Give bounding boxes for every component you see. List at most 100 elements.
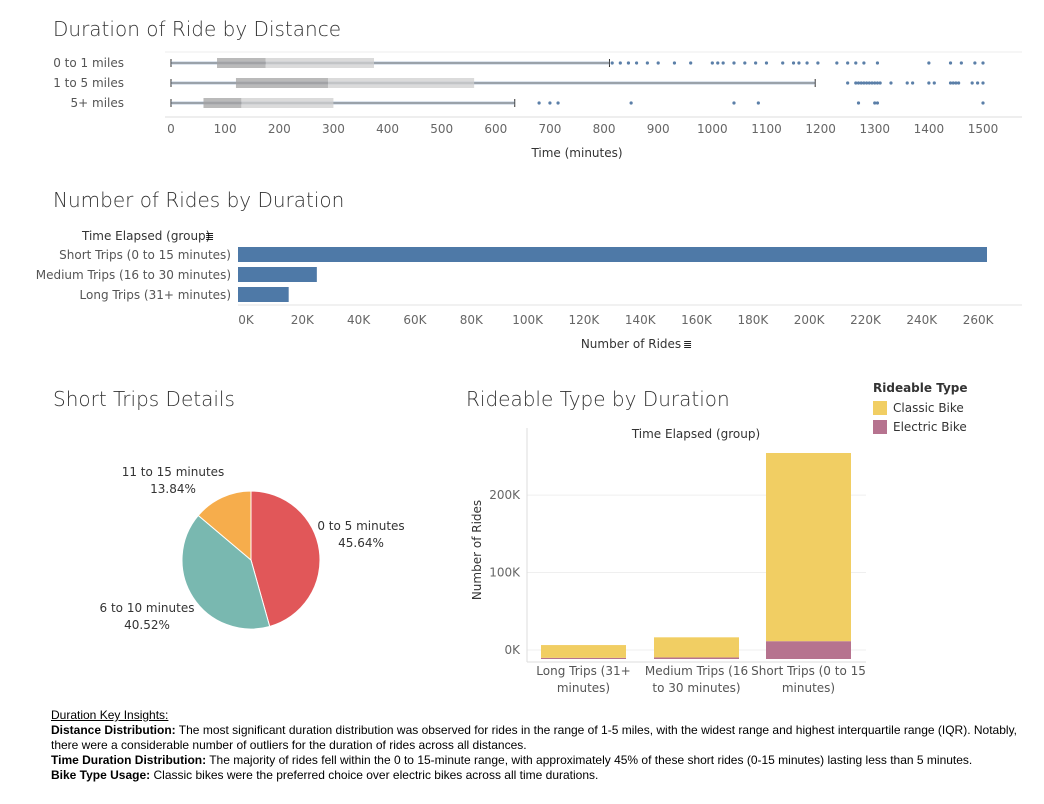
- outlier-point: [870, 81, 874, 85]
- outlier-point: [905, 81, 909, 85]
- stack-category-label: Long Trips (31+: [536, 664, 630, 678]
- x-tick-label: 120K: [569, 313, 601, 327]
- outlier-point: [957, 81, 961, 85]
- outlier-point: [981, 61, 985, 65]
- rideable-stacked-chart[interactable]: Time Elapsed (group) 0K 100K 200K Number of …: [0, 0, 880, 700]
- bar-x-axis-title: Number of Rides: [581, 337, 681, 351]
- y-tick-label: 200K: [489, 488, 521, 502]
- bar: [238, 247, 987, 262]
- outlier-point: [859, 81, 863, 85]
- outlier-point: [878, 81, 882, 85]
- x-tick-label: 800: [593, 122, 616, 136]
- x-tick-label: 1500: [968, 122, 999, 136]
- outlier-point: [656, 61, 660, 65]
- outlier-point: [610, 61, 614, 65]
- outlier-point: [756, 101, 760, 105]
- bar-category-label: Medium Trips (16 to 30 minutes): [36, 268, 231, 282]
- outlier-point: [954, 81, 958, 85]
- x-tick-label: 200K: [794, 313, 826, 327]
- outlier-point: [865, 81, 869, 85]
- stacked-bar-segment: [541, 645, 626, 658]
- outlier-point: [556, 101, 560, 105]
- outlier-point: [835, 61, 839, 65]
- box-upper: [265, 58, 374, 68]
- duration-insights: Duration Key Insights: Distance Distribu…: [51, 708, 1031, 783]
- stacked-bar-segment: [766, 453, 851, 642]
- insight-bike-text: Classic bikes were the preferred choice …: [150, 768, 599, 782]
- outlier-point: [618, 61, 622, 65]
- x-tick-label: 1000: [697, 122, 728, 136]
- stack-category-label: Short Trips (0 to 15: [751, 664, 866, 678]
- rides-by-duration-title: Number of Rides by Duration: [53, 188, 345, 212]
- x-tick-label: 20K: [291, 313, 315, 327]
- rides-bar-chart[interactable]: Time Elapsed (group)≣Short Trips (0 to 1…: [0, 0, 1044, 360]
- box-lower: [217, 58, 266, 68]
- rideable-legend[interactable]: Rideable Type Classic Bike Electric Bike: [873, 381, 968, 439]
- stack-category-label: Medium Trips (16: [645, 664, 748, 678]
- legend-item-classic[interactable]: Classic Bike: [873, 401, 968, 415]
- pie-slice: [197, 490, 252, 562]
- x-tick-label: 900: [647, 122, 670, 136]
- outlier-point: [948, 81, 953, 85]
- pie-slice-percent: 40.52%: [124, 618, 170, 632]
- x-tick-label: 100K: [512, 313, 544, 327]
- x-tick-label: 100: [214, 122, 237, 136]
- legend-label-electric: Electric Bike: [893, 420, 967, 434]
- bar: [238, 267, 317, 282]
- x-tick-label: 40K: [347, 313, 371, 327]
- boxplot-chart[interactable]: 0 to 1 miles 1 to 5 miles 5+ miles 0 100 200 3…: [0, 0, 1044, 170]
- outlier-point: [862, 81, 866, 85]
- outlier-point: [634, 61, 639, 65]
- classic-swatch: [873, 401, 887, 415]
- pie-slice-label: 6 to 10 minutes: [100, 601, 195, 615]
- short-trips-title: Short Trips Details: [53, 387, 235, 411]
- sort-icon: ≣: [205, 230, 214, 243]
- outlier-point: [889, 81, 893, 85]
- pie-slice: [250, 490, 321, 628]
- pie-slice-label: 11 to 15 minutes: [122, 465, 225, 479]
- category-header: Time Elapsed (group): [81, 229, 210, 243]
- sort-icon: ≣: [683, 338, 692, 351]
- x-tick-label: 1300: [859, 122, 890, 136]
- boxplot-row-label: 0 to 1 miles: [53, 56, 124, 70]
- boxplot-title: Duration of Ride by Distance: [53, 17, 342, 41]
- pie-slice-percent: 45.64%: [338, 536, 384, 550]
- insight-distance-text: The most significant duration distributi…: [51, 723, 1018, 752]
- legend-title: Rideable Type: [873, 381, 968, 395]
- outlier-point: [537, 101, 541, 105]
- x-tick-label: 1200: [805, 122, 836, 136]
- insight-time-text: The majority of rides fell within the 0 …: [206, 753, 973, 767]
- outlier-point: [846, 81, 850, 85]
- outlier-point: [959, 61, 963, 65]
- insights-heading: Duration Key Insights:: [51, 708, 169, 722]
- box-upper: [327, 78, 475, 88]
- outlier-point: [867, 81, 871, 85]
- outlier-point: [548, 101, 552, 105]
- x-tick-label: 300: [322, 122, 345, 136]
- dot-strip: [171, 81, 816, 85]
- outlier-point: [797, 61, 801, 65]
- box-upper: [241, 98, 334, 108]
- insight-distance: Distance Distribution: The most signific…: [51, 723, 1031, 753]
- x-tick-label: 400: [376, 122, 399, 136]
- legend-label-classic: Classic Bike: [893, 401, 964, 415]
- outlier-point: [710, 61, 714, 65]
- short-trips-pie-chart[interactable]: 0 to 5 minutes 45.64% 6 to 10 minutes 40.52…: [0, 0, 460, 700]
- outlier-point: [816, 61, 820, 65]
- x-tick-label: 0K: [238, 313, 255, 327]
- bar-category-label: Short Trips (0 to 15 minutes): [59, 248, 231, 262]
- stack-subtitle: Time Elapsed (group): [631, 427, 760, 441]
- outlier-point: [629, 101, 633, 105]
- outlier-point: [975, 81, 980, 85]
- y-tick-label: 100K: [489, 566, 521, 580]
- outlier-point: [805, 61, 809, 65]
- outlier-point: [732, 61, 736, 65]
- stack-category-label: to 30 minutes): [652, 681, 740, 695]
- legend-item-electric[interactable]: Electric Bike: [873, 420, 968, 434]
- x-tick-label: 600: [484, 122, 507, 136]
- outlier-point: [981, 101, 985, 105]
- x-tick-label: 1100: [751, 122, 782, 136]
- insight-distance-label: Distance Distribution:: [51, 723, 176, 737]
- outlier-point: [911, 81, 915, 85]
- x-tick-label: 220K: [850, 313, 882, 327]
